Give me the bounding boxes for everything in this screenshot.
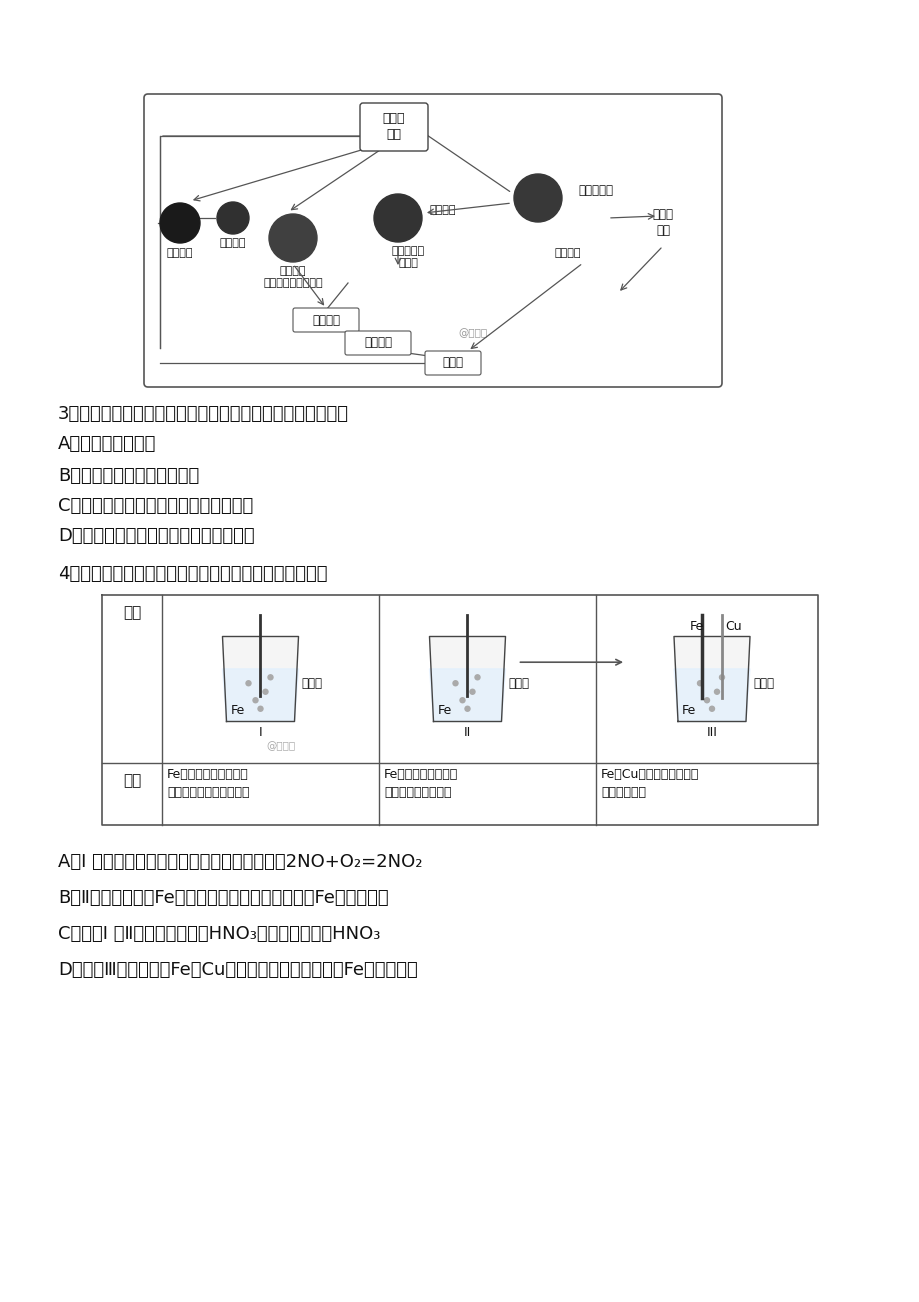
Circle shape bbox=[452, 681, 458, 686]
Text: 浓硝酸: 浓硝酸 bbox=[752, 677, 773, 690]
Circle shape bbox=[714, 689, 719, 694]
Circle shape bbox=[217, 202, 249, 234]
Circle shape bbox=[267, 674, 273, 680]
Text: @正确云: @正确云 bbox=[266, 741, 295, 751]
Circle shape bbox=[245, 681, 251, 686]
FancyBboxPatch shape bbox=[425, 352, 481, 375]
Circle shape bbox=[709, 706, 714, 711]
Polygon shape bbox=[222, 669, 298, 721]
Text: Fe、Cu接触后，其表面产
生红棕色气泡: Fe、Cu接触后，其表面产 生红棕色气泡 bbox=[600, 768, 698, 799]
Text: 浓硝酸: 浓硝酸 bbox=[508, 677, 529, 690]
Text: Cu: Cu bbox=[724, 620, 741, 633]
Circle shape bbox=[374, 194, 422, 242]
Text: 植物遗体: 植物遗体 bbox=[554, 247, 581, 258]
Circle shape bbox=[474, 674, 480, 680]
Circle shape bbox=[514, 174, 562, 223]
Text: Fe表面产生少量红棕
色气泡后，迅速停止: Fe表面产生少量红棕 色气泡后，迅速停止 bbox=[383, 768, 458, 799]
Text: 现象: 现象 bbox=[123, 773, 141, 788]
Polygon shape bbox=[674, 669, 749, 721]
Text: C、对比Ⅰ 、Ⅱ中现象，说明稀HNO₃的氧化性强于浓HNO₃: C、对比Ⅰ 、Ⅱ中现象，说明稀HNO₃的氧化性强于浓HNO₃ bbox=[58, 924, 380, 943]
Text: 氨及铵盐: 氨及铵盐 bbox=[312, 314, 340, 327]
Text: 硝酸盐: 硝酸盐 bbox=[442, 357, 463, 370]
Circle shape bbox=[257, 706, 263, 711]
Text: Fe: Fe bbox=[689, 620, 703, 633]
Text: C、含氮无机物和含氮有机物可相互转化: C、含氮无机物和含氮有机物可相互转化 bbox=[58, 497, 253, 516]
Polygon shape bbox=[429, 669, 505, 721]
Circle shape bbox=[160, 203, 199, 243]
Text: A、Ⅰ 种气体有无色变红棕色的化学方程式为：2NO+O₂=2NO₂: A、Ⅰ 种气体有无色变红棕色的化学方程式为：2NO+O₂=2NO₂ bbox=[58, 853, 422, 871]
Polygon shape bbox=[429, 637, 505, 721]
Text: 动物摄食: 动物摄食 bbox=[429, 204, 456, 215]
Text: 动物排泴物
及遗体: 动物排泴物 及遗体 bbox=[391, 246, 424, 268]
Text: 步骤: 步骤 bbox=[123, 605, 141, 620]
FancyBboxPatch shape bbox=[345, 331, 411, 355]
Polygon shape bbox=[674, 637, 749, 721]
Text: 被细菌
分解: 被细菌 分解 bbox=[652, 208, 673, 237]
Text: D、针对Ⅲ中现象，在Fe、Cu之间连接电流计，可判断Fe是否被氧化: D、针对Ⅲ中现象，在Fe、Cu之间连接电流计，可判断Fe是否被氧化 bbox=[58, 961, 417, 979]
Text: B、工业合成氨属于人工固氮: B、工业合成氨属于人工固氮 bbox=[58, 467, 199, 486]
Text: I: I bbox=[258, 725, 262, 738]
Circle shape bbox=[268, 214, 317, 262]
Text: II: II bbox=[463, 725, 471, 738]
Circle shape bbox=[464, 706, 470, 711]
Circle shape bbox=[253, 698, 257, 703]
Text: 制造蛋白质: 制造蛋白质 bbox=[577, 184, 612, 197]
Text: @正确云: @正确云 bbox=[458, 328, 486, 339]
Text: Fe: Fe bbox=[437, 704, 451, 717]
Text: Fe: Fe bbox=[681, 704, 696, 717]
Text: A、氮元素均被氧化: A、氮元素均被氧化 bbox=[58, 435, 156, 453]
FancyBboxPatch shape bbox=[292, 309, 358, 332]
Text: 亚硝酸盐: 亚硝酸盐 bbox=[364, 336, 391, 349]
Circle shape bbox=[470, 689, 474, 694]
Polygon shape bbox=[222, 637, 298, 721]
Text: B、Ⅱ中的现象说明Fe表面形成致密的氧化层，阻止Fe进一步反应: B、Ⅱ中的现象说明Fe表面形成致密的氧化层，阻止Fe进一步反应 bbox=[58, 889, 388, 907]
Text: 大气中
的氮: 大气中 的氮 bbox=[382, 112, 404, 142]
Text: 稀硝酸: 稀硝酸 bbox=[301, 677, 323, 690]
Text: 3、下列关于自然界中氮循环（如右图）的说法不正确的是：: 3、下列关于自然界中氮循环（如右图）的说法不正确的是： bbox=[58, 405, 348, 423]
Text: III: III bbox=[706, 725, 717, 738]
Circle shape bbox=[704, 698, 709, 703]
FancyBboxPatch shape bbox=[144, 94, 721, 387]
Text: 雷电作用: 雷电作用 bbox=[166, 247, 193, 258]
Text: Fe表面产生大量无色气
泡，液面上方变为红棕色: Fe表面产生大量无色气 泡，液面上方变为红棕色 bbox=[167, 768, 249, 799]
Text: Fe: Fe bbox=[231, 704, 244, 717]
Text: 固氮作用
（豆科植物的根瘰）: 固氮作用 （豆科植物的根瘰） bbox=[263, 266, 323, 288]
FancyBboxPatch shape bbox=[359, 103, 427, 151]
Text: 4、在通风橱中进行下列实验：下列说法中不正确的是：: 4、在通风橱中进行下列实验：下列说法中不正确的是： bbox=[58, 565, 327, 583]
Circle shape bbox=[460, 698, 464, 703]
Circle shape bbox=[719, 674, 724, 680]
Text: D、砸、氢、氧三种元素也参与了氮循环: D、砸、氢、氧三种元素也参与了氮循环 bbox=[58, 527, 255, 546]
Text: 人工固氮: 人工固氮 bbox=[220, 238, 246, 247]
Circle shape bbox=[263, 689, 267, 694]
Circle shape bbox=[697, 681, 702, 686]
